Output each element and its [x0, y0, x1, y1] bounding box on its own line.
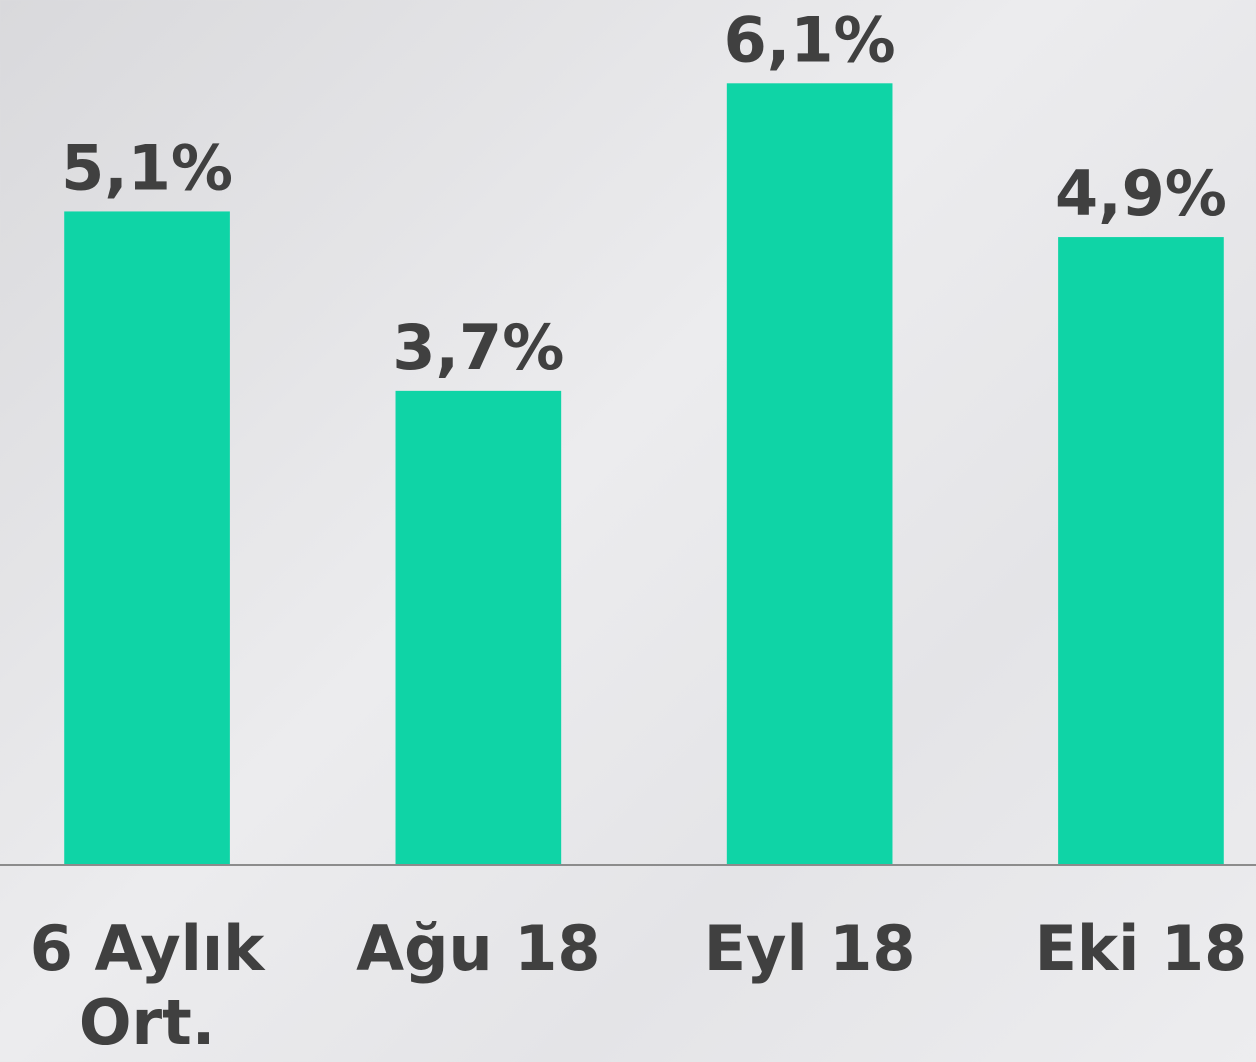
- value-label: 5,1%: [61, 131, 233, 204]
- bar: [395, 390, 562, 865]
- bar: [1058, 237, 1224, 865]
- x-tick-label: Ağu 18: [356, 912, 601, 985]
- value-label: 6,1%: [724, 3, 896, 76]
- value-label: 3,7%: [392, 311, 564, 384]
- bar: [726, 83, 893, 866]
- x-tick-label: 6 Aylık Ort.: [29, 912, 265, 1059]
- value-label: 4,9%: [1055, 157, 1227, 230]
- x-tick-label: Eyl 18: [703, 912, 916, 985]
- bar: [64, 211, 230, 865]
- x-tick-label: Eki 18: [1034, 912, 1248, 985]
